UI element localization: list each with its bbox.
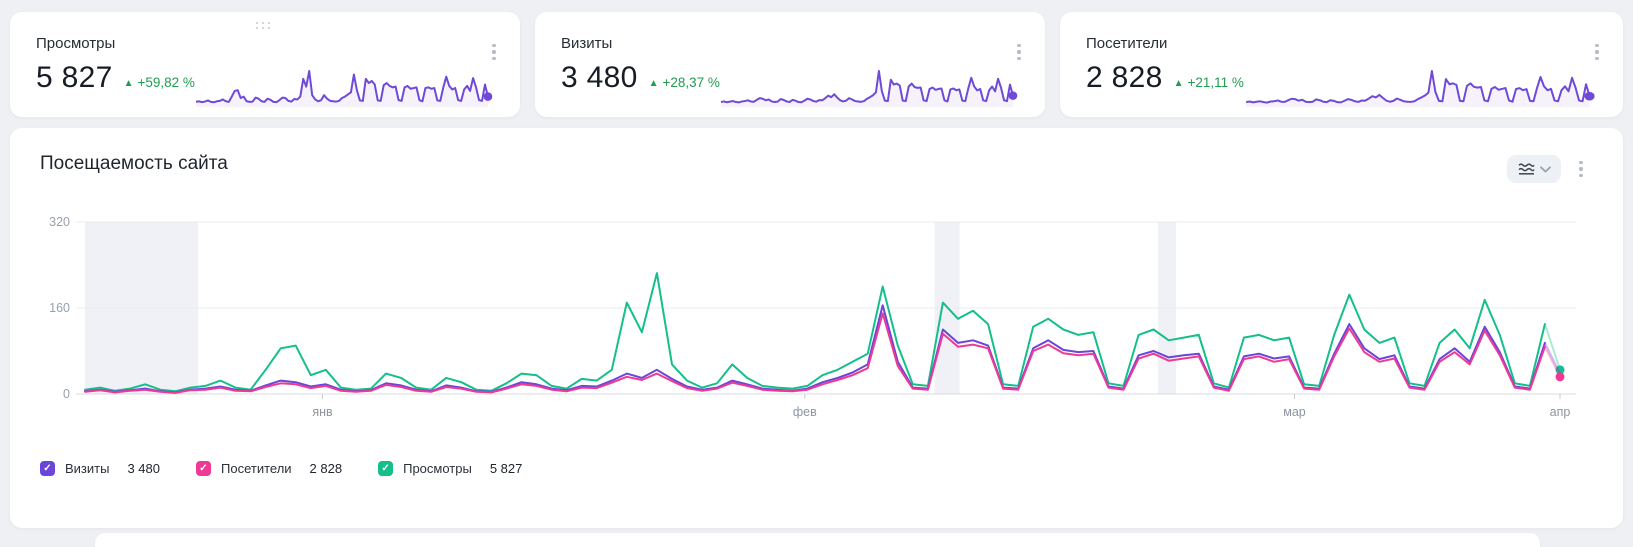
sparkline-visitors bbox=[1245, 61, 1599, 109]
checkbox-checked-icon[interactable]: ✓ bbox=[378, 461, 394, 476]
kpi-title: Визиты bbox=[561, 35, 613, 52]
chevron-down-icon bbox=[1539, 165, 1551, 172]
legend-label: Просмотры bbox=[403, 461, 472, 476]
svg-text:янв: янв bbox=[312, 405, 333, 419]
kpi-title: Просмотры bbox=[36, 35, 116, 52]
sparkline-visits bbox=[720, 61, 1021, 109]
chart-title: Посещаемость сайта bbox=[40, 153, 228, 174]
traffic-line-chart: 0 160 320 янв фев мар апр bbox=[49, 215, 1576, 419]
more-options-icon[interactable] bbox=[486, 42, 502, 62]
kpi-value: 5 827 bbox=[36, 61, 113, 94]
legend-value: 5 827 bbox=[489, 461, 523, 476]
legend-label: Посетители bbox=[221, 461, 292, 476]
kpi-card-views: Просмотры 5 827 ▲ +59,82 % bbox=[10, 12, 520, 117]
svg-text:0: 0 bbox=[63, 387, 70, 401]
chart-legend: ✓ Визиты 3 480 ✓ Посетители 2 828 ✓ Прос… bbox=[40, 461, 1623, 476]
traffic-chart-card: Посещаемость сайта 0 160 320 янв фев мар апр bbox=[10, 128, 1623, 528]
arrow-up-icon: ▲ bbox=[123, 78, 134, 89]
kpi-delta: ▲ +21,11 % bbox=[1173, 75, 1244, 90]
kpi-row: Просмотры 5 827 ▲ +59,82 % Визиты 3 480 ▲… bbox=[10, 12, 1623, 117]
legend-item-visitors[interactable]: ✓ Посетители 2 828 bbox=[196, 461, 342, 476]
checkbox-checked-icon[interactable]: ✓ bbox=[40, 461, 55, 476]
legend-value: 2 828 bbox=[309, 461, 343, 476]
arrow-up-icon: ▲ bbox=[648, 78, 659, 89]
kpi-title: Посетители bbox=[1086, 35, 1168, 52]
kpi-card-visits: Визиты 3 480 ▲ +28,37 % bbox=[535, 12, 1045, 117]
chart-type-selector[interactable] bbox=[1507, 155, 1561, 183]
kpi-value: 2 828 bbox=[1086, 61, 1163, 94]
line-chart-type-icon bbox=[1517, 163, 1535, 175]
legend-item-views[interactable]: ✓ Просмотры 5 827 bbox=[378, 461, 522, 476]
legend-value: 3 480 bbox=[127, 461, 160, 476]
next-widget-peek bbox=[95, 533, 1540, 547]
drag-handle-icon[interactable] bbox=[255, 21, 275, 33]
sparkline-views bbox=[195, 61, 496, 109]
kpi-delta: ▲ +28,37 % bbox=[648, 75, 720, 90]
arrow-up-icon: ▲ bbox=[1173, 78, 1184, 89]
legend-item-visits[interactable]: ✓ Визиты 3 480 bbox=[40, 461, 160, 476]
kpi-value: 3 480 bbox=[561, 61, 638, 94]
kpi-delta: ▲ +59,82 % bbox=[123, 75, 195, 90]
more-options-icon[interactable] bbox=[1589, 42, 1605, 62]
more-options-icon[interactable] bbox=[1573, 159, 1589, 179]
svg-text:320: 320 bbox=[49, 215, 70, 229]
checkbox-checked-icon[interactable]: ✓ bbox=[196, 461, 211, 476]
svg-text:мар: мар bbox=[1283, 405, 1306, 419]
legend-label: Визиты bbox=[65, 461, 110, 476]
svg-text:апр: апр bbox=[1550, 405, 1571, 419]
dashboard: Просмотры 5 827 ▲ +59,82 % Визиты 3 480 ▲… bbox=[10, 12, 1623, 528]
svg-text:160: 160 bbox=[49, 301, 70, 315]
kpi-card-visitors: Посетители 2 828 ▲ +21,11 % bbox=[1060, 12, 1623, 117]
more-options-icon[interactable] bbox=[1011, 42, 1027, 62]
svg-text:фев: фев bbox=[793, 405, 817, 419]
